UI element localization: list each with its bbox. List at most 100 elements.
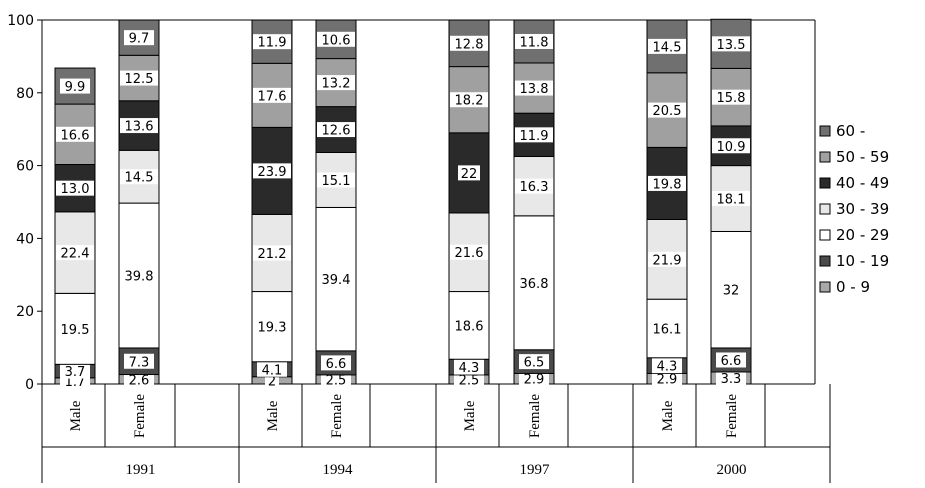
data-label: 3.7 <box>65 365 86 380</box>
data-label: 3.3 <box>721 372 742 387</box>
data-label: 22.4 <box>61 247 90 262</box>
data-label-bg <box>124 353 154 369</box>
data-label-bg <box>515 275 553 291</box>
y-tick-label: 80 <box>16 86 34 102</box>
data-label-bg <box>652 371 682 387</box>
data-label: 9.7 <box>129 32 150 47</box>
x-tick-label-gender: Male <box>660 400 676 431</box>
data-label-bg <box>648 102 686 118</box>
data-label: 11.9 <box>258 36 287 51</box>
data-label-bg <box>648 320 686 336</box>
legend-swatch <box>819 125 831 137</box>
data-label-bg <box>712 36 750 52</box>
data-label: 39.8 <box>125 270 154 285</box>
x-tick-label-gender: Female <box>132 394 148 438</box>
data-label-bg <box>515 127 553 143</box>
data-label-bg <box>257 361 287 377</box>
y-tick-label: 100 <box>7 13 34 29</box>
x-tick-label-gender: Female <box>329 394 345 438</box>
data-label: 16.3 <box>520 180 549 195</box>
data-label: 14.5 <box>125 171 154 186</box>
legend-swatch <box>819 281 831 293</box>
data-label: 11.9 <box>520 129 549 144</box>
data-label: 4.3 <box>657 360 678 375</box>
data-label: 9.9 <box>65 80 86 95</box>
data-label-bg <box>60 78 90 94</box>
data-label: 10.9 <box>717 140 746 155</box>
data-label: 19.8 <box>653 177 682 192</box>
legend-label: 10 - 19 <box>836 252 889 270</box>
data-label-bg <box>317 271 355 287</box>
data-label: 21.2 <box>258 247 287 262</box>
data-label-bg <box>56 321 94 337</box>
data-label-bg <box>253 87 291 103</box>
data-label-bg <box>712 138 750 154</box>
data-label-bg <box>450 35 488 51</box>
data-label: 36.8 <box>520 277 549 292</box>
data-label: 10.6 <box>322 33 351 48</box>
data-label-bg <box>648 38 686 54</box>
data-label: 7.3 <box>129 355 150 370</box>
y-tick-label: 40 <box>16 231 34 247</box>
data-label: 21.9 <box>653 253 682 268</box>
data-label-bg <box>56 180 94 196</box>
data-label: 2.5 <box>326 373 347 388</box>
data-label: 20.5 <box>653 104 682 119</box>
y-tick-label: 0 <box>25 377 34 393</box>
legend-swatch <box>819 177 831 189</box>
legend-swatch <box>819 203 831 215</box>
data-label: 6.6 <box>721 354 742 369</box>
data-label-bg <box>124 30 154 46</box>
data-label-bg <box>253 163 291 179</box>
data-label-bg <box>60 363 90 379</box>
data-label: 2 <box>268 374 276 389</box>
data-label-bg <box>450 244 488 260</box>
legend-label: 30 - 39 <box>836 200 889 218</box>
data-label: 13.8 <box>520 82 549 97</box>
data-label: 18.1 <box>717 193 746 208</box>
data-label-bg <box>716 370 746 386</box>
data-label: 32 <box>723 284 740 299</box>
data-label: 16.1 <box>653 322 682 337</box>
data-label: 13.0 <box>61 182 90 197</box>
data-label: 13.6 <box>125 120 154 135</box>
data-label: 13.2 <box>322 77 351 92</box>
data-label: 16.6 <box>61 128 90 143</box>
data-label: 23.9 <box>258 165 287 180</box>
data-label-bg <box>253 319 291 335</box>
legend-label: 50 - 59 <box>836 148 889 166</box>
data-label: 13.5 <box>717 38 746 53</box>
data-label-bg <box>515 80 553 96</box>
data-label: 1.7 <box>65 375 86 390</box>
data-label: 2.6 <box>129 373 150 388</box>
legend-swatch <box>819 229 831 241</box>
data-label-bg <box>253 34 291 50</box>
data-label-bg <box>450 317 488 333</box>
data-label-bg <box>454 359 484 375</box>
y-tick-label: 60 <box>16 159 34 175</box>
data-label-bg <box>712 89 750 105</box>
x-tick-label-gender: Male <box>68 400 84 431</box>
x-tick-label-year: 1994 <box>323 462 354 478</box>
data-label-bg <box>652 358 682 374</box>
data-label-bg <box>253 245 291 261</box>
data-label-bg <box>519 371 549 387</box>
data-label-bg <box>519 354 549 370</box>
y-tick-label: 20 <box>16 304 34 320</box>
x-tick-label-gender: Female <box>724 394 740 438</box>
legend-swatch <box>819 151 831 163</box>
legend-label: 20 - 29 <box>836 226 889 244</box>
data-label: 22 <box>461 167 478 182</box>
data-label-bg <box>648 175 686 191</box>
data-label: 18.2 <box>455 94 484 109</box>
data-label: 12.6 <box>322 124 351 139</box>
data-label: 18.6 <box>455 319 484 334</box>
data-label-bg <box>317 122 355 138</box>
data-label: 15.8 <box>717 91 746 106</box>
legend-label: 0 - 9 <box>836 278 870 296</box>
data-label-bg <box>120 70 158 86</box>
data-label-bg <box>648 251 686 267</box>
data-label: 14.5 <box>653 40 682 55</box>
data-label-bg <box>120 268 158 284</box>
